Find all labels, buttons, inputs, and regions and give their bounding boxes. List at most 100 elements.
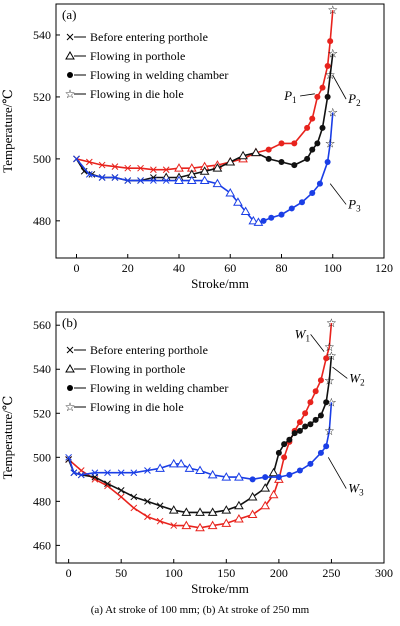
- legend-label: Flowing in welding chamber: [90, 381, 228, 395]
- data-point: [85, 158, 93, 166]
- plot-frame: [55, 3, 385, 259]
- data-point: [233, 197, 243, 206]
- data-point: [268, 467, 279, 477]
- data-point: [304, 124, 311, 131]
- data-point: [234, 513, 244, 523]
- data-point: [323, 399, 330, 406]
- x-tick-label: 120: [375, 261, 393, 275]
- data-point: [176, 458, 186, 468]
- data-point: ☆: [326, 395, 337, 409]
- data-point: [281, 441, 288, 448]
- data-point: [323, 443, 330, 450]
- data-point: [156, 502, 164, 510]
- legend-label: Flowing in welding chamber: [90, 68, 228, 82]
- legend-item: Before entering porthole: [66, 30, 208, 44]
- data-point: [268, 489, 279, 499]
- data-point: [309, 115, 316, 122]
- panel-label: (b): [62, 315, 77, 330]
- x-tick-label: 100: [324, 261, 342, 275]
- data-point: [324, 62, 331, 69]
- data-point: [144, 497, 151, 505]
- data-point: ☆: [327, 3, 338, 17]
- data-point: [137, 164, 144, 172]
- data-point: [150, 174, 157, 181]
- data-point: [240, 206, 251, 216]
- x-tick-label: 20: [122, 261, 134, 275]
- x-axis-label: Stroke/mm: [191, 276, 249, 291]
- annotation-label: W1: [295, 326, 310, 343]
- legend-label: Flowing in porthole: [90, 49, 185, 63]
- data-point: [281, 454, 288, 461]
- data-point: [317, 377, 324, 384]
- legend-marker: [67, 72, 73, 78]
- data-point: [319, 84, 326, 91]
- data-point: [265, 155, 272, 162]
- legend-label: Flowing in porthole: [90, 362, 185, 376]
- data-point: [304, 155, 311, 162]
- data-point: [317, 449, 324, 456]
- data-point: [312, 388, 319, 395]
- annotation-subscript: 2: [360, 377, 365, 387]
- data-point: [299, 199, 305, 206]
- data-point: [262, 474, 269, 481]
- data-point: [124, 177, 132, 184]
- data-point: [324, 158, 331, 165]
- data-point: [286, 471, 293, 478]
- data-point: [221, 505, 232, 514]
- data-point: [307, 399, 314, 406]
- data-point: [168, 458, 179, 468]
- annotation-P2: P2: [332, 75, 361, 108]
- legend-item: Flowing in porthole: [65, 49, 185, 63]
- x-tick-label: 150: [217, 566, 235, 580]
- data-point: [130, 504, 138, 512]
- data-point: [162, 177, 170, 184]
- figure-caption: (a) At stroke of 100 mm; (b) At stroke o…: [90, 604, 310, 616]
- data-point: [73, 155, 80, 163]
- legend-marker: ☆: [65, 400, 76, 414]
- data-point: [249, 476, 256, 483]
- data-point: [195, 465, 205, 475]
- legend-marker: [67, 385, 73, 391]
- data-point: [234, 500, 244, 510]
- data-point: [207, 520, 218, 530]
- data-point: [327, 38, 334, 45]
- chart-panel-b: 0 50 100 150 200 250 300 460 480 500 520 540 560 Stro…: [0, 311, 393, 596]
- y-tick-label: 500: [33, 152, 51, 166]
- data-point: [207, 507, 218, 516]
- data-point: [65, 453, 72, 461]
- data-point: [117, 486, 125, 494]
- data-point: [155, 463, 165, 472]
- data-point: [80, 167, 88, 175]
- legend-label: Flowing in die hole: [90, 87, 184, 101]
- x-tick-label: 250: [322, 566, 340, 580]
- legend-marker: [66, 346, 74, 354]
- y-tick-label: 560: [33, 318, 51, 332]
- x-tick-label: 0: [66, 566, 72, 580]
- data-point: [317, 412, 324, 419]
- data-point: [168, 505, 179, 514]
- data-point: [225, 156, 236, 166]
- data-point: [251, 147, 261, 157]
- data-point: [302, 423, 309, 430]
- data-point: [144, 513, 151, 521]
- data-point: ☆: [327, 105, 338, 119]
- data-point: [111, 163, 119, 170]
- data-point: [98, 161, 106, 169]
- data-point: [296, 419, 303, 426]
- data-point: [124, 164, 132, 172]
- x-tick-label: 50: [115, 566, 127, 580]
- data-point: [199, 175, 210, 185]
- data-point: [111, 174, 119, 181]
- data-point: [309, 146, 316, 153]
- data-point: [130, 469, 138, 477]
- y-axis-label: Temperature/℃: [0, 396, 15, 480]
- x-tick-label: 300: [375, 566, 393, 580]
- data-point: [278, 158, 285, 165]
- x-tick-label: 200: [270, 566, 288, 580]
- series-3: ☆☆: [65, 395, 337, 483]
- annotation-leader: [332, 75, 347, 100]
- legend-label: Before entering porthole: [90, 343, 208, 357]
- data-point: ☆: [324, 424, 335, 438]
- data-point: [77, 471, 85, 479]
